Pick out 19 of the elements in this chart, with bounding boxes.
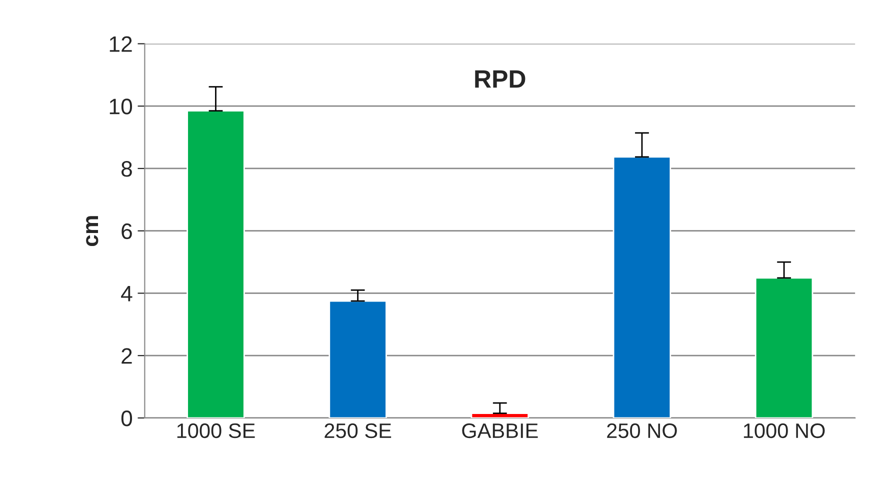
- bar: [470, 412, 529, 418]
- x-tick-label: 1000 NO: [744, 423, 825, 438]
- x-tick-label: GABBIE: [462, 423, 538, 438]
- y-tick-label: 12: [110, 36, 132, 52]
- y-tick-label: 8: [122, 161, 132, 177]
- y-tick-label: 6: [122, 223, 132, 240]
- y-tick-label: 2: [122, 348, 132, 364]
- x-tick-label: 1000 SE: [177, 423, 255, 438]
- x-tick-label: 250 NO: [607, 423, 677, 438]
- y-axis-title: cm: [86, 216, 98, 246]
- bar: [754, 277, 814, 418]
- text: RPD: [475, 70, 526, 88]
- bar: [328, 300, 387, 418]
- bar: [186, 110, 245, 418]
- x-tick-label: 250 SE: [324, 423, 392, 438]
- y-tick-label: 0: [121, 410, 132, 426]
- bar: [612, 156, 672, 418]
- y-tick-label: 4: [121, 286, 132, 302]
- y-tick-label: 10: [110, 98, 132, 114]
